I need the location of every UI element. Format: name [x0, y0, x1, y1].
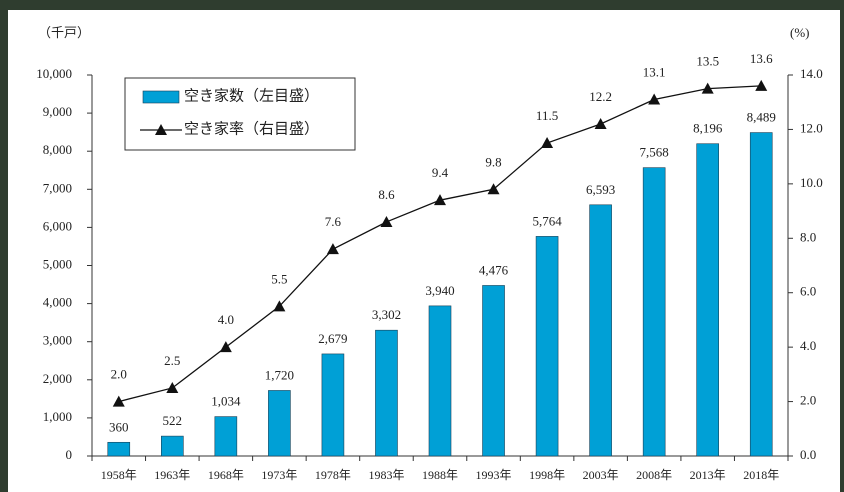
y-tick-label: 9,000	[43, 104, 72, 119]
legend-swatch	[143, 91, 179, 103]
y2-tick-label: 8.0	[800, 229, 816, 244]
bar	[643, 168, 665, 456]
bar	[322, 354, 344, 456]
line-value-label: 2.5	[164, 353, 180, 368]
bar	[750, 133, 772, 456]
y-tick-label: 2,000	[43, 371, 72, 386]
y-tick-label: 5,000	[43, 256, 72, 271]
x-tick-label: 1968年	[208, 468, 244, 482]
bar	[108, 442, 130, 456]
bar-value-label: 522	[163, 413, 183, 428]
y-tick-label: 1,000	[43, 409, 72, 424]
x-tick-label: 1958年	[101, 468, 137, 482]
y2-tick-label: 14.0	[800, 66, 823, 81]
x-tick-label: 2018年	[743, 468, 779, 482]
bar	[215, 417, 237, 456]
bar	[429, 306, 451, 456]
x-tick-label: 1973年	[261, 468, 297, 482]
bar-value-label: 2,679	[318, 331, 347, 346]
line-value-label: 9.4	[432, 165, 449, 180]
bar-value-label: 1,034	[211, 394, 241, 409]
y2-axis-unit: (%)	[790, 25, 810, 40]
line-value-label: 4.0	[218, 312, 234, 327]
bar	[268, 390, 290, 456]
x-tick-label: 1993年	[476, 468, 512, 482]
legend-label: 空き家数（左目盛）	[184, 87, 319, 104]
x-tick-label: 2003年	[583, 468, 619, 482]
bar	[375, 330, 397, 456]
line-value-label: 9.8	[485, 154, 501, 169]
y2-tick-label: 0.0	[800, 447, 816, 462]
bar-value-label: 1,720	[265, 367, 294, 382]
y-tick-label: 8,000	[43, 142, 72, 157]
page: {"chart_data": {"type": "bar-line", "y_u…	[0, 0, 844, 492]
line-value-label: 13.6	[750, 51, 773, 66]
x-tick-label: 2013年	[690, 468, 726, 482]
x-tick-label: 2008年	[636, 468, 672, 482]
bar-value-label: 5,764	[532, 213, 562, 228]
x-tick-label: 1978年	[315, 468, 351, 482]
bar	[536, 236, 558, 456]
bar-value-label: 8,489	[747, 110, 776, 125]
y2-tick-label: 2.0	[800, 393, 816, 408]
y-tick-label: 10,000	[36, 66, 72, 81]
y2-tick-label: 10.0	[800, 175, 823, 190]
chart: （千戸） (%) 0 1,000 2,000 3,000 4,000 5,000 6,000…	[0, 0, 844, 492]
line-value-label: 11.5	[536, 108, 558, 123]
bar-value-label: 8,196	[693, 121, 723, 136]
x-tick-label: 1983年	[368, 468, 404, 482]
x-tick-label: 1963年	[154, 468, 190, 482]
bar-value-label: 360	[109, 419, 129, 434]
line-value-label: 12.2	[589, 89, 612, 104]
y-tick-label: 6,000	[43, 218, 72, 233]
line-value-label: 13.5	[696, 54, 719, 69]
y-tick-label: 0	[66, 447, 73, 462]
y-tick-label: 7,000	[43, 180, 72, 195]
line-value-label: 13.1	[643, 64, 666, 79]
bar	[697, 144, 719, 456]
bar	[161, 436, 183, 456]
line-value-label: 8.6	[378, 187, 395, 202]
y2-tick-label: 4.0	[800, 338, 816, 353]
bar	[483, 285, 505, 456]
bar-value-label: 7,568	[640, 145, 669, 160]
bar-value-label: 4,476	[479, 262, 509, 277]
y-tick-label: 3,000	[43, 333, 72, 348]
x-tick-label: 1998年	[529, 468, 565, 482]
line-value-label: 7.6	[325, 214, 342, 229]
bar-value-label: 3,940	[425, 283, 454, 298]
y-axis-unit: （千戸）	[38, 25, 90, 40]
x-tick-label: 1988年	[422, 468, 458, 482]
y-tick-label: 4,000	[43, 295, 72, 310]
bar	[590, 205, 612, 456]
bar-value-label: 3,302	[372, 307, 401, 322]
y2-tick-label: 6.0	[800, 284, 816, 299]
bar-value-label: 6,593	[586, 182, 615, 197]
legend-label: 空き家率（右目盛）	[184, 120, 319, 137]
line-value-label: 5.5	[271, 271, 287, 286]
y2-tick-label: 12.0	[800, 120, 823, 135]
line-value-label: 2.0	[111, 367, 127, 382]
